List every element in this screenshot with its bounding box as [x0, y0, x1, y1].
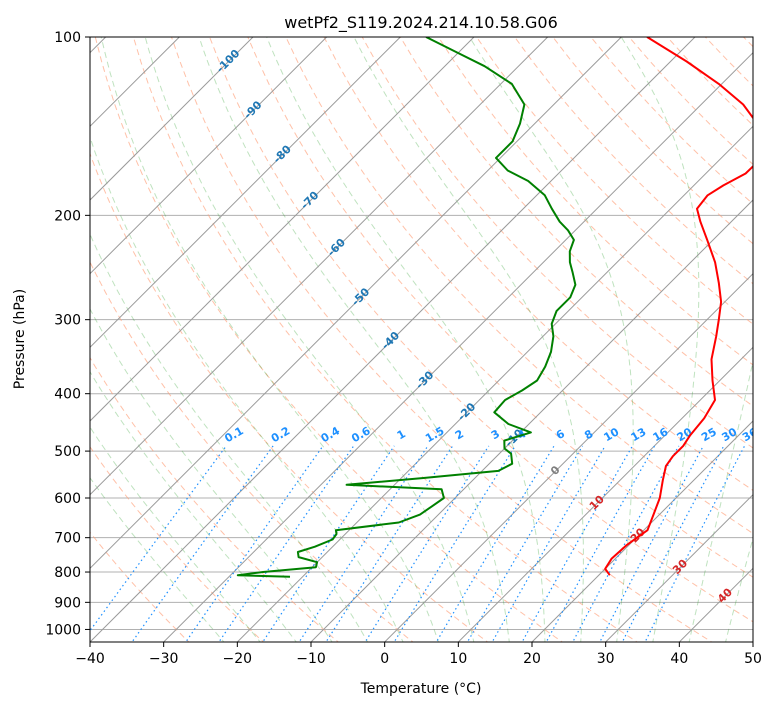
y-tick-label: 1000 — [45, 622, 81, 638]
isotherm--100 — [90, 37, 254, 201]
x-tick-label: −40 — [75, 651, 105, 667]
moist-adiabat-0 — [90, 135, 404, 642]
isotherm--70 — [90, 37, 475, 422]
moist-adiabat-5 — [100, 37, 439, 642]
chart-title: wetPf2_S119.2024.214.10.58.G06 — [284, 13, 558, 33]
dry-adiabat-70 — [285, 37, 753, 535]
dry-adiabat-110 — [437, 37, 753, 366]
pressure-gridlines — [90, 37, 753, 630]
mixing-ratio-line — [325, 445, 454, 642]
mixing-ratio-line — [435, 445, 555, 642]
dry-adiabat-130 — [514, 37, 753, 285]
mixing-ratio-line — [621, 445, 725, 642]
x-axis-ticks: −40 −30 −20 −10 0 10 20 30 40 50 — [75, 642, 762, 667]
mixing-ratio-line — [572, 445, 680, 642]
y-tick-label: 300 — [54, 313, 81, 329]
y-axis-ticks: 100 200 300 400 500 600 700 800 900 1000 — [45, 30, 90, 638]
dry-adiabat--20 — [90, 446, 265, 642]
moist-adiabat-25 — [353, 37, 584, 642]
dry-adiabat--10 — [90, 356, 339, 642]
sounding-profiles — [236, 37, 753, 578]
mixing-ratio-line — [521, 445, 634, 642]
dry-adiabat-100 — [399, 37, 753, 407]
dry-adiabat-50 — [209, 37, 753, 623]
mixing-ratio-line — [644, 445, 746, 642]
plot-area: -100-90-80-70-60-50-40-30-20-10010203040… — [90, 37, 753, 642]
mixing-ratio-line — [218, 445, 355, 642]
mixing-ratio-line — [491, 445, 606, 642]
moist-adiabat-30 — [469, 37, 634, 642]
mixing-ratio-line — [364, 445, 490, 642]
moist-adiabat--10 — [90, 308, 333, 642]
x-tick-label: 30 — [597, 651, 615, 667]
x-tick-label: 20 — [523, 651, 541, 667]
moist-adiabat--25 — [90, 476, 225, 642]
y-axis-label: Pressure (hPa) — [12, 289, 28, 389]
y-tick-label: 400 — [54, 387, 81, 403]
mixing-ratio-line — [466, 445, 584, 642]
y-tick-label: 900 — [54, 595, 81, 611]
mixing-ratio-line — [599, 445, 704, 642]
y-tick-label: 500 — [54, 444, 81, 460]
dry-adiabat-0 — [90, 260, 414, 642]
dry-adiabat-120 — [476, 37, 753, 325]
moist-adiabat-35 — [620, 37, 700, 642]
isotherm--50 — [90, 37, 622, 570]
isotherm-30 — [604, 493, 753, 642]
y-tick-label: 100 — [54, 30, 81, 46]
mixing-ratio-line — [298, 445, 429, 642]
isotherm--20 — [236, 125, 753, 642]
mixing-ratio-line — [90, 445, 227, 632]
moist-adiabat--15 — [90, 370, 297, 642]
isotherm--90 — [90, 37, 328, 275]
y-tick-label: 600 — [54, 491, 81, 507]
dry-adiabat-80 — [323, 37, 753, 491]
isotherm-0 — [383, 272, 753, 642]
x-axis-label: Temperature (°C) — [360, 681, 482, 697]
moist-adiabat--20 — [90, 426, 261, 642]
moist-adiabat-15 — [198, 37, 510, 642]
moist-adiabat-10 — [144, 37, 475, 642]
isotherm--40 — [90, 37, 696, 642]
isotherm--10 — [310, 199, 753, 642]
moist-adiabat-40 — [688, 358, 753, 642]
isotherm-10 — [457, 346, 753, 642]
isotherm--80 — [90, 37, 401, 349]
mixing-ratio-line — [545, 445, 656, 642]
y-tick-label: 200 — [54, 208, 81, 224]
x-tick-label: −10 — [296, 651, 326, 667]
x-tick-label: 50 — [744, 651, 762, 667]
dry-adiabat-90 — [361, 37, 753, 449]
y-tick-label: 700 — [54, 531, 81, 547]
isotherm--60 — [90, 37, 549, 496]
dry-adiabat-10 — [90, 152, 489, 642]
moist-adiabat--5 — [90, 232, 369, 642]
dewpoint-profile — [236, 37, 577, 578]
x-tick-label: −30 — [149, 651, 179, 667]
plot-frame — [89, 36, 754, 643]
moist-adiabats — [90, 37, 753, 642]
moist-adiabat-20 — [266, 37, 546, 642]
x-tick-label: −20 — [223, 651, 253, 667]
mixing-ratio-lines — [90, 445, 746, 642]
x-tick-label: 0 — [380, 651, 389, 667]
y-tick-label: 800 — [54, 565, 81, 581]
temperature-profile — [604, 37, 753, 576]
dry-adiabat-40 — [171, 37, 713, 642]
dry-adiabat-60 — [247, 37, 753, 578]
x-tick-label: 40 — [670, 651, 688, 667]
dry-adiabat-30 — [132, 37, 638, 642]
dry-adiabat-20 — [94, 37, 564, 642]
dry-adiabats — [90, 37, 753, 642]
isotherm--30 — [162, 51, 753, 642]
mixing-ratio-line — [393, 445, 516, 642]
x-tick-label: 10 — [449, 651, 467, 667]
